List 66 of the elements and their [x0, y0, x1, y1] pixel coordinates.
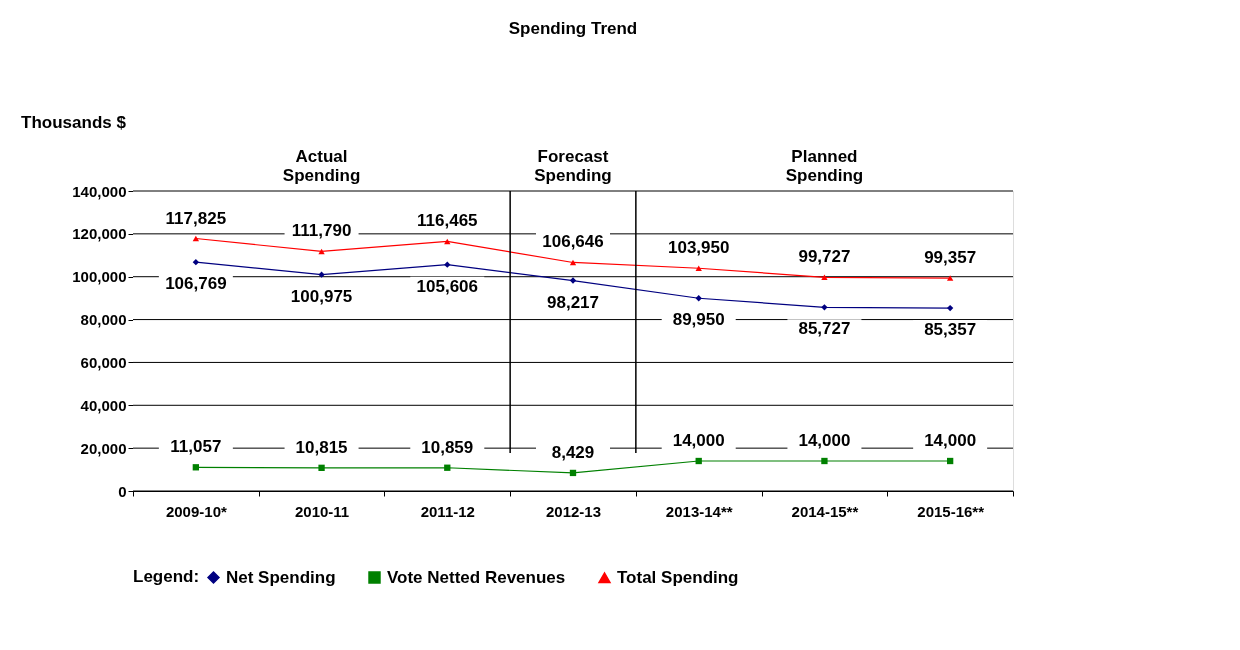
point [569, 259, 577, 266]
y-tick-label: 100,000 [72, 268, 127, 286]
point [192, 464, 200, 471]
x-tick-label: 2010-11 [294, 502, 350, 520]
data-label: 14,000 [924, 431, 977, 450]
x-tick-label: 2014-15** [791, 502, 859, 520]
point [444, 261, 451, 268]
legend-label: Net Spending [226, 567, 336, 587]
y-axis-title: Thousands $ [21, 112, 127, 132]
x-tick-label: 2015-16** [917, 502, 985, 520]
data-label: 106,646 [542, 232, 604, 252]
y-tick-label: 60,000 [80, 353, 127, 371]
point [821, 304, 828, 311]
data-label: 14,000 [672, 431, 725, 450]
data-label: 105,606 [416, 276, 479, 296]
point [444, 464, 451, 471]
y-tick-label: 140,000 [72, 182, 127, 200]
data-label: 116,465 [417, 211, 478, 231]
data-label: 103,950 [667, 238, 730, 258]
point [444, 238, 451, 245]
point [569, 469, 577, 477]
point [946, 304, 954, 312]
point [318, 464, 325, 471]
point [695, 265, 702, 271]
legend-label: Vote Netted Revenues [387, 567, 566, 587]
data-label: 85,357 [924, 320, 977, 340]
point [318, 271, 325, 278]
point [192, 259, 200, 266]
y-tick-label: 80,000 [80, 311, 127, 329]
x-tick-label: 2012-13 [545, 502, 602, 520]
x-tick-label: 2011-12 [420, 502, 475, 520]
point [946, 457, 954, 465]
y-tick-label: 20,000 [80, 439, 127, 457]
data-label: 89,950 [672, 310, 725, 330]
data-label: 10,859 [421, 437, 474, 457]
data-label: 8,429 [551, 442, 595, 462]
chart-title: Spending Trend [508, 19, 638, 38]
data-label: 106,769 [165, 274, 227, 294]
data-label: 10,815 [295, 437, 348, 457]
data-label: 99,357 [924, 248, 977, 268]
point [821, 274, 828, 281]
point [695, 457, 702, 465]
y-tick-label: 0 [118, 482, 127, 500]
legend-title: Legend: [133, 567, 200, 586]
data-label: 14,000 [798, 431, 851, 450]
point [695, 295, 702, 302]
data-label: 98,217 [547, 292, 599, 312]
band-label: Forecast Spending [534, 147, 612, 185]
point [946, 275, 954, 281]
point [569, 277, 577, 284]
y-tick-label: 120,000 [72, 225, 127, 243]
point [821, 457, 828, 465]
band-label: Actual Spending [282, 147, 361, 185]
band-label: Planned Spending [785, 147, 864, 185]
x-tick-label: 2009-10* [165, 502, 227, 520]
data-label: 111,790 [291, 221, 352, 241]
data-label: 11,057 [170, 437, 222, 457]
point [318, 248, 325, 255]
data-label: 99,727 [798, 247, 851, 267]
data-label: 100,975 [290, 286, 353, 306]
data-label: 85,727 [798, 319, 851, 339]
y-tick-label: 40,000 [80, 396, 127, 414]
point [192, 235, 200, 242]
x-tick-label: 2013-14** [665, 502, 733, 520]
legend-label: Total Spending [617, 567, 739, 587]
data-label: 117,825 [165, 208, 227, 228]
